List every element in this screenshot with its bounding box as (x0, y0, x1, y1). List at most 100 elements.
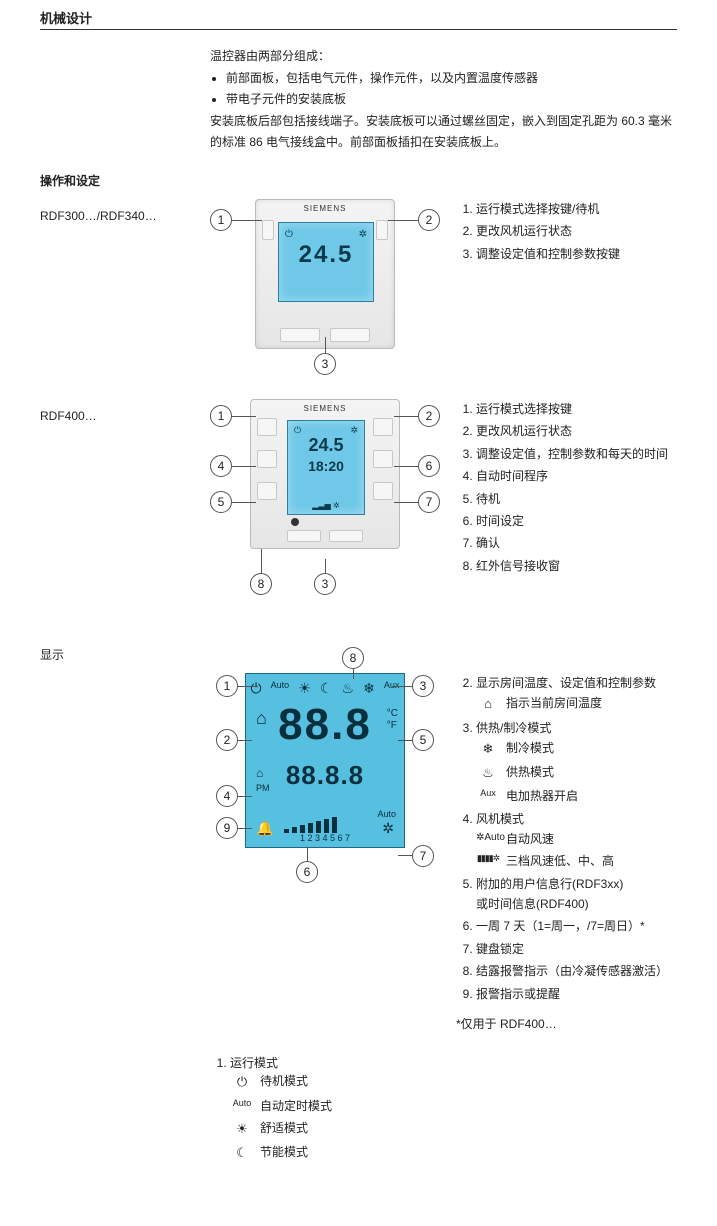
brand-text-400: SIEMENS (251, 404, 399, 413)
btn-5 (257, 482, 277, 500)
rdf400-item-4: 自动时间程序 (476, 466, 677, 486)
callout400-5: 5 (210, 491, 232, 513)
display-right-list: 显示房间温度、设定值和控制参数 ⌂指示当前房间温度 供热/制冷模式 ❄制冷模式 … (440, 673, 677, 1034)
left-legend-title: 运行模式 (230, 1056, 278, 1070)
mode-standby-icon: ⏻ (251, 680, 262, 697)
disp-item-3: 供热/制冷模式 ❄制冷模式 ♨供热模式 Aux电加热器开启 (476, 718, 677, 807)
callout400-4: 4 (210, 455, 232, 477)
callout400-3: 3 (314, 573, 336, 595)
device-rdf300: SIEMENS ⏻✲ 24.5 (255, 199, 395, 349)
screen-value: 24.5 (279, 241, 373, 269)
heat-legend-icon: ♨ (476, 762, 500, 784)
rdf400-item-8: 红外信号接收窗 (476, 556, 677, 576)
screen-rdf400: 24.5 18:20 ⏻ ✲ ▂▃▅ ✲ (287, 420, 365, 515)
rdf300-item-2: 更改风机运行状态 (476, 221, 677, 241)
btn-6 (373, 450, 393, 468)
btn-fan (376, 220, 388, 240)
unit-labels: °C°F (387, 708, 398, 732)
display-big-digits: 88.8 (246, 700, 404, 750)
mode-cool-icon: ❄ (363, 680, 375, 697)
btn-2 (373, 418, 393, 436)
mode-aux-icon: Aux (384, 680, 400, 697)
intro-bullet-2: 带电子元件的安装底板 (226, 89, 677, 109)
house-legend-icon: ⌂ (476, 693, 500, 715)
brand-text: SIEMENS (256, 204, 394, 213)
weekday-row: 1 2 3 4 5 6 7 (246, 833, 404, 843)
intro-bullet-1: 前部面板，包括电气元件，操作元件，以及内置温度传感器 (226, 68, 677, 88)
rdf400-item-2: 更改风机运行状态 (476, 421, 677, 441)
dcallout-6: 6 (296, 861, 318, 883)
callout400-2: 2 (418, 405, 440, 427)
btn-mode (262, 220, 274, 240)
display-panel: ⏻ Auto ☀ ☾ ♨ ❄ Aux ⌂ 88.8 °C°F ⌂PM 88.8.… (245, 673, 405, 848)
disp-item-2: 显示房间温度、设定值和控制参数 ⌂指示当前房间温度 (476, 673, 677, 715)
callout-3: 3 (314, 353, 336, 375)
callout-2: 2 (418, 209, 440, 231)
row-rdf300: RDF300…/RDF340… SIEMENS ⏻✲ 24.5 1 2 3 (40, 199, 677, 349)
footnote: *仅用于 RDF400… (456, 1014, 677, 1034)
auto-legend-icon: Auto (230, 1096, 254, 1116)
device-rdf400: SIEMENS 24.5 18:20 ⏻ ✲ ▂▃▅ ✲ (250, 399, 400, 549)
dcallout-9: 9 (216, 817, 238, 839)
row-display: ⏻ Auto ☀ ☾ ♨ ❄ Aux ⌂ 88.8 °C°F ⌂PM 88.8.… (40, 673, 677, 1034)
dcallout-5: 5 (412, 729, 434, 751)
intro-line1: 温控器由两部分组成： (210, 46, 677, 66)
callout400-6: 6 (418, 455, 440, 477)
mode-heat-icon: ♨ (342, 680, 355, 697)
rdf300-item-3: 调整设定值和控制参数按键 (476, 244, 677, 264)
intro-line2: 安装底板后部包括接线端子。安装底板可以通过螺丝固定，嵌入到固定孔距为 60.3 … (210, 111, 677, 152)
disp-item-4: 风机模式 ✲Auto自动风速 ▮▮▮▮✲三档风速低、中、高 (476, 809, 677, 872)
dcallout-1: 1 (216, 675, 238, 697)
ir-window (291, 518, 299, 526)
screen-rdf300: ⏻✲ 24.5 (278, 222, 374, 302)
rdf400-item-5: 待机 (476, 489, 677, 509)
intro-block: 温控器由两部分组成： 前部面板，包括电气元件，操作元件，以及内置温度传感器 带电… (210, 46, 677, 152)
list-rdf300: 运行模式选择按键/待机 更改风机运行状态 调整设定值和控制参数按键 (440, 199, 677, 266)
screen-400-top: 24.5 (288, 435, 364, 456)
callout400-8: 8 (250, 573, 272, 595)
left-legend: 运行模式 ⏻待机模式 Auto自动定时模式 ☀舒适模式 ☾节能模式 (210, 1054, 440, 1164)
row-rdf400: RDF400… SIEMENS 24.5 18:20 ⏻ ✲ ▂▃▅ ✲ (40, 399, 677, 578)
dcallout-7: 7 (412, 845, 434, 867)
btn-plus-400 (329, 530, 363, 542)
standby-legend-icon: ⏻ (230, 1071, 254, 1093)
fan-bars-icon (284, 817, 337, 833)
page-header: 机械设计 (40, 8, 677, 30)
mode-auto-icon: Auto (271, 680, 290, 697)
auto-label-icon: Auto (377, 809, 396, 819)
comfort-legend-icon: ☀ (230, 1118, 254, 1140)
disp-item-8: 结露报警指示（由冷凝传感器激活） (476, 961, 677, 981)
dcallout-4: 4 (216, 785, 238, 807)
eco-legend-icon: ☾ (230, 1142, 254, 1164)
screen-400-bottom: 18:20 (288, 458, 364, 474)
btn-plus (330, 328, 370, 342)
disp-item-9: 报警指示或提醒 (476, 984, 677, 1004)
callout400-1: 1 (210, 405, 232, 427)
disp-item-6: 一周 7 天（1=周一，/7=周日）* (476, 916, 677, 936)
dcallout-3: 3 (412, 675, 434, 697)
display-small-digits: 88.8.8 (246, 760, 404, 791)
btn-minus (280, 328, 320, 342)
btn-7 (373, 482, 393, 500)
fanspeed-legend-icon: ▮▮▮▮✲ (476, 851, 500, 871)
aux-legend-icon: Aux (476, 786, 500, 806)
cool-legend-icon: ❄ (476, 738, 500, 760)
callout400-7: 7 (418, 491, 440, 513)
btn-minus-400 (287, 530, 321, 542)
mode-eco-icon: ☾ (320, 680, 333, 697)
btn-1 (257, 418, 277, 436)
label-rdf400: RDF400… (40, 399, 210, 423)
disp-item-5: 附加的用户信息行(RDF3xx) 或时间信息(RDF400) (476, 874, 677, 915)
fanauto-legend-icon: ✲Auto (476, 829, 500, 849)
disp-item-7: 键盘锁定 (476, 939, 677, 959)
btn-4 (257, 450, 277, 468)
list-rdf400: 运行模式选择按键 更改风机运行状态 调整设定值，控制参数和每天的时间 自动时间程… (440, 399, 677, 578)
callout-1: 1 (210, 209, 232, 231)
rdf300-item-1: 运行模式选择按键/待机 (476, 199, 677, 219)
rdf400-item-6: 时间设定 (476, 511, 677, 531)
rdf400-item-7: 确认 (476, 533, 677, 553)
mode-comfort-icon: ☀ (298, 680, 311, 697)
dcallout-8: 8 (342, 647, 364, 669)
dcallout-2: 2 (216, 729, 238, 751)
label-rdf300: RDF300…/RDF340… (40, 199, 210, 223)
